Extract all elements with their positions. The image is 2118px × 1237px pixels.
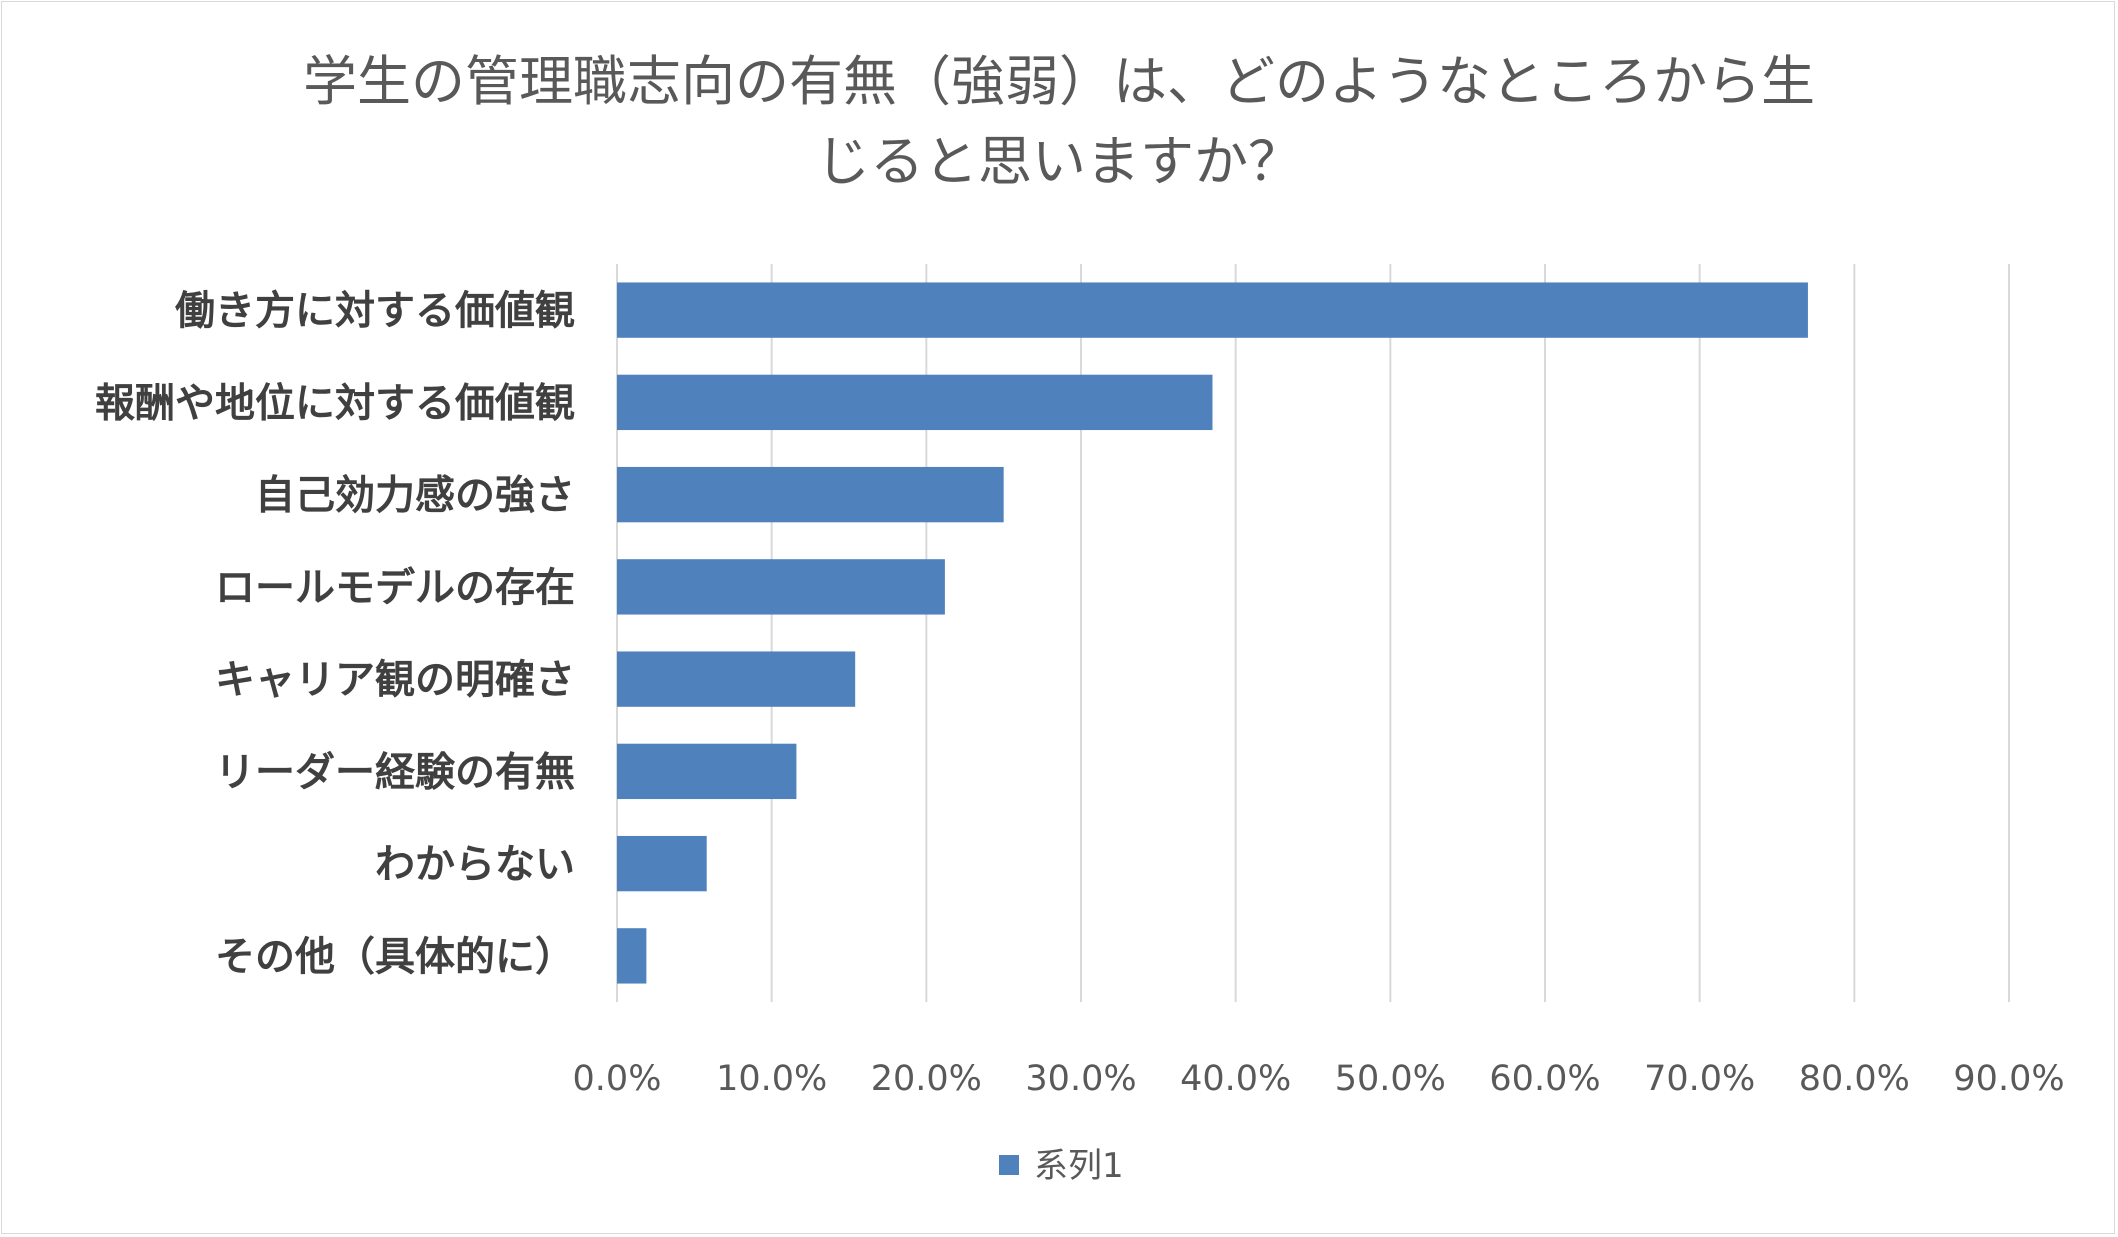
chart-title-line-1: 学生の管理職志向の有無（強弱）は、どのようなところから生 (303, 50, 1815, 113)
bar (617, 651, 856, 707)
chart-title: 学生の管理職志向の有無（強弱）は、どのようなところから生 じると思いますか？ (303, 50, 1815, 193)
category-label: 働き方に対する価値観 (175, 288, 575, 334)
x-tick-label: 40.0% (1180, 1059, 1291, 1099)
bar (617, 559, 945, 615)
x-tick-label: 90.0% (1953, 1059, 2064, 1099)
category-label: ロールモデルの存在 (215, 565, 575, 611)
x-tick-label: 50.0% (1335, 1059, 1446, 1099)
bar (617, 835, 707, 892)
x-tick-label: 70.0% (1644, 1059, 1755, 1099)
x-tick-label: 80.0% (1799, 1059, 1910, 1099)
category-label: わからない (375, 842, 575, 888)
category-labels: 働き方に対する価値観報酬や地位に対する価値観自己効力感の強さロールモデルの存在キ… (95, 288, 575, 980)
x-tick-label: 30.0% (1025, 1059, 1136, 1099)
x-tick-label: 0.0% (573, 1059, 662, 1099)
bar (617, 743, 797, 800)
x-tick-label: 20.0% (871, 1059, 982, 1099)
legend-swatch (999, 1155, 1019, 1175)
x-tick-label: 10.0% (716, 1059, 827, 1099)
category-label: 報酬や地位に対する価値観 (95, 380, 575, 426)
category-label: リーダー経験の有無 (215, 749, 575, 795)
bars (617, 282, 1808, 984)
category-label: キャリア観の明確さ (215, 657, 575, 703)
bar (617, 928, 647, 984)
legend-label: 系列1 (1034, 1146, 1124, 1186)
bar (617, 282, 1808, 338)
category-label: 自己効力感の強さ (255, 473, 575, 519)
bar (617, 466, 1004, 523)
x-tick-label: 60.0% (1489, 1059, 1600, 1099)
chart-title-line-2: じると思いますか？ (816, 130, 1302, 193)
bar (617, 374, 1213, 431)
legend: 系列1 (999, 1146, 1124, 1186)
x-axis-tick-labels: 0.0% 10.0% 20.0% 30.0% 40.0% 50.0% 60.0% 70.0% 8… (573, 1059, 2065, 1099)
category-label: その他（具体的に） (215, 934, 575, 980)
